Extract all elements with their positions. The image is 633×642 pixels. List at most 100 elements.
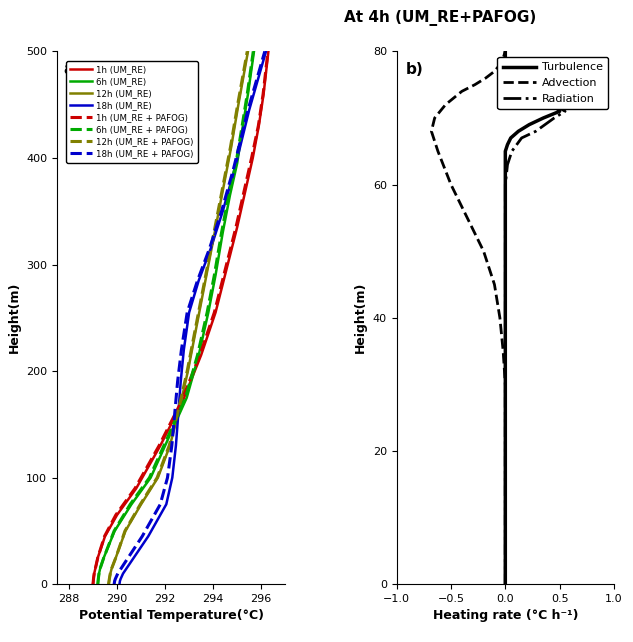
- Advection: [501, 440, 509, 448]
- 1h (UM_RE + PAFOG): [89, 580, 97, 588]
- 12h (UM_RE): [213, 218, 220, 226]
- Radiation: [534, 94, 542, 102]
- 1h (UM_RE): [89, 580, 97, 588]
- 1h (UM_RE + PAFOG): [155, 442, 163, 449]
- 18h (UM_RE + PAFOG): [184, 309, 191, 317]
- 12h (UM_RE + PAFOG): [184, 367, 191, 375]
- 6h (UM_RE + PAFOG): [237, 128, 245, 135]
- Turbulence: [501, 247, 509, 255]
- 6h (UM_RE): [219, 229, 227, 236]
- 18h (UM_RE + PAFOG): [171, 410, 179, 417]
- 1h (UM_RE + PAFOG): [241, 186, 248, 194]
- 12h (UM_RE): [108, 564, 116, 572]
- 12h (UM_RE): [235, 101, 242, 108]
- 18h (UM_RE): [246, 106, 253, 114]
- Advection: [499, 54, 507, 62]
- Radiation: [501, 580, 509, 588]
- 1h (UM_RE): [212, 309, 220, 317]
- 1h (UM_RE + PAFOG): [92, 564, 99, 572]
- 12h (UM_RE): [106, 569, 114, 577]
- 18h (UM_RE): [119, 569, 127, 577]
- Line: 6h (UM_RE + PAFOG): 6h (UM_RE + PAFOG): [98, 51, 253, 584]
- Radiation: [501, 501, 509, 508]
- Turbulence: [525, 121, 533, 128]
- 1h (UM_RE): [197, 351, 205, 359]
- 1h (UM_RE + PAFOG): [177, 399, 184, 407]
- Turbulence: [507, 74, 515, 82]
- 6h (UM_RE): [226, 191, 234, 199]
- 12h (UM_RE): [206, 256, 213, 263]
- Line: 18h (UM_RE + PAFOG): 18h (UM_RE + PAFOG): [114, 51, 265, 584]
- 6h (UM_RE + PAFOG): [95, 569, 103, 577]
- 1h (UM_RE + PAFOG): [260, 90, 267, 98]
- Advection: [499, 347, 507, 355]
- 1h (UM_RE + PAFOG): [211, 309, 218, 317]
- Line: Radiation: Radiation: [505, 51, 565, 584]
- 6h (UM_RE + PAFOG): [94, 575, 102, 583]
- 6h (UM_RE): [95, 569, 103, 577]
- Advection: [431, 114, 439, 122]
- Advection: [480, 247, 487, 255]
- 6h (UM_RE): [238, 128, 246, 135]
- 18h (UM_RE + PAFOG): [156, 501, 164, 508]
- Line: 12h (UM_RE + PAFOG): 12h (UM_RE + PAFOG): [109, 51, 248, 584]
- 18h (UM_RE): [116, 580, 123, 588]
- 18h (UM_RE): [172, 442, 180, 449]
- 6h (UM_RE + PAFOG): [232, 159, 240, 167]
- 6h (UM_RE + PAFOG): [203, 309, 211, 317]
- Radiation: [501, 347, 509, 355]
- 18h (UM_RE): [180, 346, 187, 354]
- 1h (UM_RE): [255, 122, 263, 130]
- Advection: [501, 480, 509, 488]
- 1h (UM_RE + PAFOG): [254, 122, 262, 130]
- 12h (UM_RE): [105, 580, 113, 588]
- Turbulence: [556, 107, 563, 115]
- 18h (UM_RE + PAFOG): [218, 207, 225, 215]
- 18h (UM_RE + PAFOG): [111, 575, 119, 583]
- Advection: [491, 281, 498, 288]
- Advection: [491, 67, 498, 75]
- 6h (UM_RE): [212, 272, 220, 279]
- 12h (UM_RE + PAFOG): [121, 527, 128, 535]
- 6h (UM_RE + PAFOG): [249, 48, 257, 55]
- 12h (UM_RE): [184, 367, 192, 375]
- 12h (UM_RE + PAFOG): [108, 564, 116, 572]
- Advection: [501, 521, 509, 528]
- Advection: [501, 48, 509, 55]
- 1h (UM_RE): [223, 266, 230, 273]
- Radiation: [501, 247, 509, 255]
- 6h (UM_RE): [100, 553, 108, 561]
- Turbulence: [515, 127, 522, 135]
- Radiation: [507, 81, 515, 89]
- 6h (UM_RE + PAFOG): [211, 272, 218, 279]
- 6h (UM_RE + PAFOG): [94, 580, 102, 588]
- Radiation: [501, 560, 509, 568]
- 12h (UM_RE + PAFOG): [244, 48, 251, 55]
- 1h (UM_RE + PAFOG): [101, 532, 108, 540]
- 6h (UM_RE + PAFOG): [96, 564, 104, 572]
- Turbulence: [501, 34, 509, 42]
- Turbulence: [501, 314, 509, 322]
- 18h (UM_RE + PAFOG): [174, 378, 182, 386]
- Turbulence: [504, 67, 511, 75]
- Y-axis label: Height(m): Height(m): [8, 282, 20, 354]
- 6h (UM_RE): [111, 527, 118, 535]
- 18h (UM_RE): [117, 575, 125, 583]
- 1h (UM_RE + PAFOG): [94, 553, 102, 561]
- Radiation: [501, 521, 509, 528]
- Radiation: [501, 381, 509, 388]
- Legend: 1h (UM_RE), 6h (UM_RE), 12h (UM_RE), 18h (UM_RE), 1h (UM_RE + PAFOG), 6h (UM_RE : 1h (UM_RE), 6h (UM_RE), 12h (UM_RE), 18h…: [66, 61, 197, 162]
- 12h (UM_RE): [191, 330, 199, 338]
- Radiation: [501, 460, 509, 468]
- 1h (UM_RE): [113, 511, 121, 519]
- 18h (UM_RE): [168, 474, 176, 482]
- 1h (UM_RE): [156, 442, 164, 449]
- Radiation: [501, 440, 509, 448]
- Legend: Turbulence, Advection, Radiation: Turbulence, Advection, Radiation: [498, 57, 608, 109]
- Advection: [501, 460, 509, 468]
- Radiation: [501, 214, 509, 221]
- 12h (UM_RE): [106, 575, 113, 583]
- Turbulence: [501, 281, 509, 288]
- Radiation: [551, 101, 558, 108]
- Turbulence: [501, 347, 509, 355]
